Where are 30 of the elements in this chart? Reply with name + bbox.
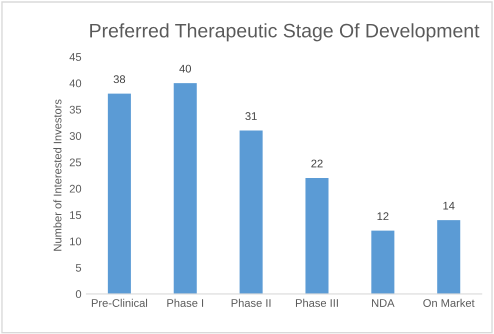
data-label: 31: [245, 112, 257, 120]
y-tick-label: 20: [70, 184, 82, 193]
data-label: 22: [311, 160, 323, 168]
x-tick-label: Phase II: [232, 298, 270, 307]
bar: [174, 83, 197, 294]
y-tick-label: 40: [69, 79, 82, 88]
bar: [305, 178, 329, 294]
data-label: 14: [443, 202, 455, 210]
y-tick-label: 0: [76, 290, 82, 298]
data-label: 38: [114, 75, 126, 84]
x-tick-label: Pre-Clinical: [92, 298, 148, 307]
y-tick-label: 15: [70, 211, 82, 220]
bar: [437, 220, 460, 294]
y-tick-label: 30: [70, 132, 82, 140]
data-label: 40: [179, 64, 191, 73]
bar: [371, 230, 394, 294]
x-tick-label: Phase III: [296, 298, 338, 307]
bar: [240, 130, 263, 294]
y-tick-label: 35: [70, 106, 82, 114]
y-tick-label: 10: [70, 237, 82, 246]
data-label: 12: [378, 212, 388, 220]
chart-title: Preferred Therapeutic Stage Of Development: [90, 23, 480, 42]
y-tick-label: 25: [70, 158, 82, 166]
x-tick-label: On Market: [423, 298, 475, 307]
y-axis-title: Number of Interested Investors: [53, 99, 62, 251]
y-tick-label: 5: [76, 264, 82, 272]
x-tick-label: Phase I: [167, 298, 204, 307]
bar: [108, 94, 131, 294]
x-tick-label: NDA: [372, 299, 395, 307]
y-tick-label: 45: [69, 53, 82, 61]
